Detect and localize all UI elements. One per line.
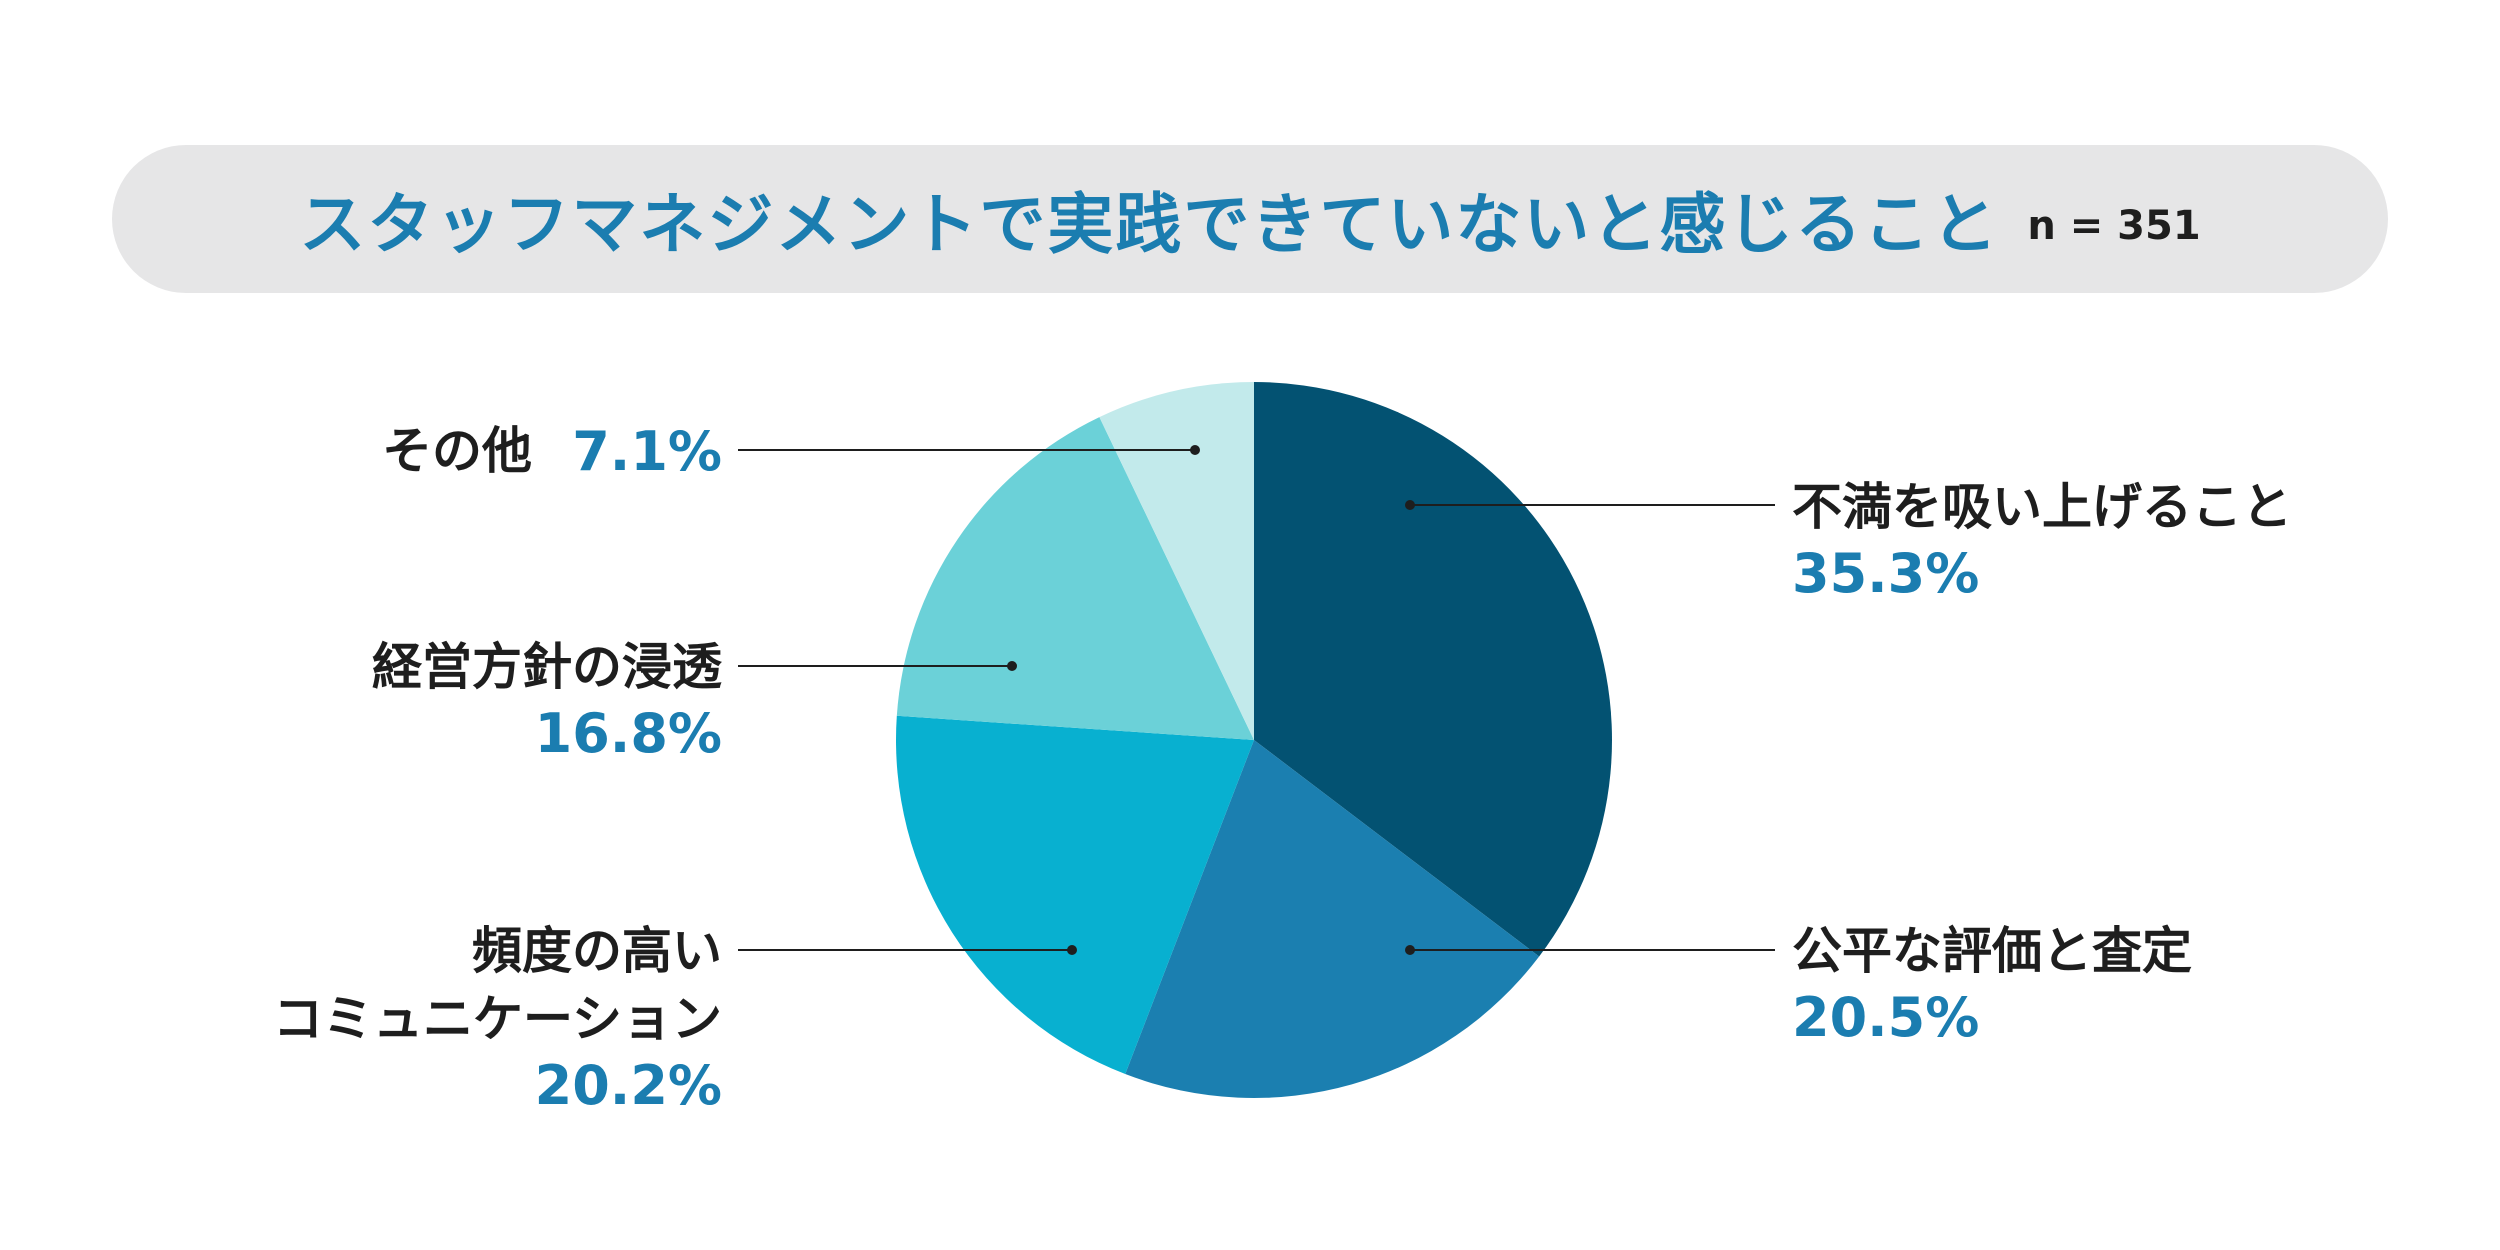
sample-size: n = 351: [2027, 203, 2201, 249]
slice-name-label: 頻度の高い: [472, 922, 722, 980]
leader-dot-1: [1405, 500, 1415, 510]
slice-name-label: その他: [382, 422, 532, 480]
slice-name-label: 不満を吸い上げること: [1792, 478, 2292, 536]
leader-dot-4: [1007, 661, 1017, 671]
pie-slice-5: [1099, 382, 1254, 740]
slice-name-label: 経営方針の浸透: [372, 638, 722, 696]
pie-slice-3: [896, 715, 1254, 1075]
slice-name-label: コミュニケーション: [273, 990, 722, 1048]
slice-value-label: 20.5%: [1792, 986, 1979, 1049]
pie-labels: 不満を吸い上げること 35.3% 公平な評価と査定 20.5% 頻度の高いコミュニケーシ…: [273, 420, 2292, 1117]
leader-dot-2: [1405, 945, 1415, 955]
pie-slice-1: [1254, 382, 1612, 957]
leader-dot-5: [1190, 445, 1200, 455]
leader-dot-3: [1067, 945, 1077, 955]
pie-slice-4: [896, 417, 1254, 740]
slice-value-label: 7.1%: [572, 420, 722, 483]
slice-value-label: 35.3%: [1792, 542, 1979, 605]
slice-value-label: 16.8%: [535, 702, 722, 765]
chart-title: スタッフマネジメントで実践できていないと感じること: [299, 186, 2000, 263]
pie-slices: [896, 382, 1612, 1098]
slice-value-label: 20.2%: [535, 1054, 722, 1117]
title-band: スタッフマネジメントで実践できていないと感じること n = 351: [112, 145, 2388, 293]
title-row: スタッフマネジメントで実践できていないと感じること n = 351: [112, 145, 2388, 293]
slice-name-label: 公平な評価と査定: [1792, 922, 2192, 980]
pie-slice-2: [1125, 740, 1540, 1098]
